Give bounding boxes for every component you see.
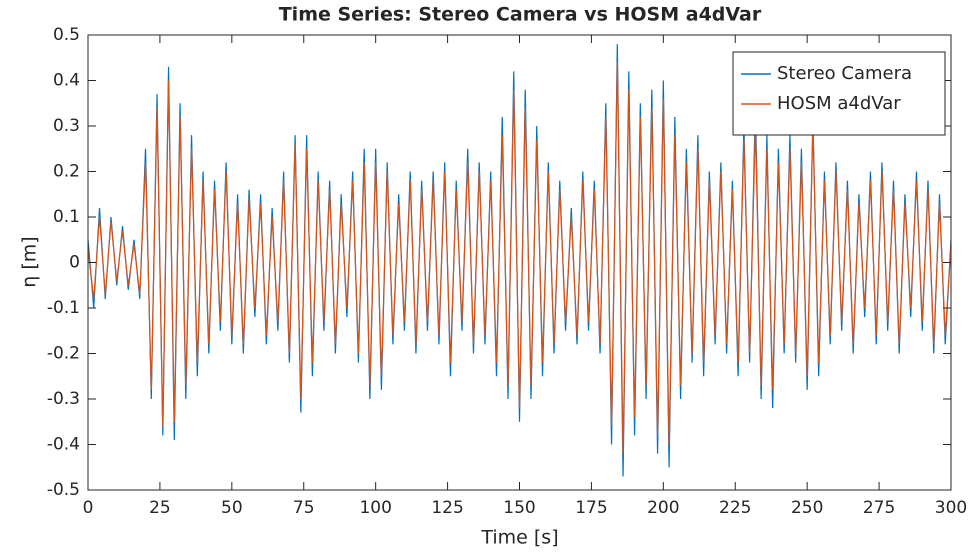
x-tick-label: 100 xyxy=(359,498,391,518)
legend: Stereo Camera HOSM a4dVar xyxy=(732,51,946,136)
y-tick-label: -0.1 xyxy=(47,298,80,318)
x-tick-label: 0 xyxy=(83,498,94,518)
x-tick-label: 275 xyxy=(863,498,895,518)
x-tick-label: 125 xyxy=(431,498,463,518)
chart-title: Time Series: Stereo Camera vs HOSM a4dVa… xyxy=(279,4,762,26)
y-tick-label: 0.2 xyxy=(53,162,80,182)
line-series xyxy=(87,44,952,477)
x-tick-label: 50 xyxy=(221,498,243,518)
y-tick-label: -0.4 xyxy=(47,435,80,455)
y-tick-label: -0.3 xyxy=(47,389,80,409)
x-tick-label: 225 xyxy=(719,498,751,518)
x-axis-label: Time [s] xyxy=(480,527,558,549)
x-tick-label: 150 xyxy=(503,498,535,518)
x-tick-label: 200 xyxy=(647,498,679,518)
y-tick-label: 0 xyxy=(69,253,80,273)
legend-box xyxy=(732,51,946,136)
y-tick-label: 0.3 xyxy=(53,116,80,136)
x-tick-label: 25 xyxy=(149,498,171,518)
y-tick-label: -0.2 xyxy=(47,344,80,364)
x-tick-label: 300 xyxy=(935,498,967,518)
x-tick-label: 250 xyxy=(791,498,823,518)
x-tick-label: 75 xyxy=(293,498,315,518)
y-tick-label: 0.1 xyxy=(53,207,80,227)
y-axis-label: η [m] xyxy=(19,236,41,287)
y-tick-label: -0.5 xyxy=(47,480,80,500)
y-tick-label: 0.5 xyxy=(53,25,80,45)
legend-label: Stereo Camera xyxy=(777,63,912,84)
y-tick-label: 0.4 xyxy=(53,71,80,91)
legend-label: HOSM a4dVar xyxy=(777,93,901,114)
line-series xyxy=(87,62,952,454)
x-tick-label: 175 xyxy=(575,498,607,518)
